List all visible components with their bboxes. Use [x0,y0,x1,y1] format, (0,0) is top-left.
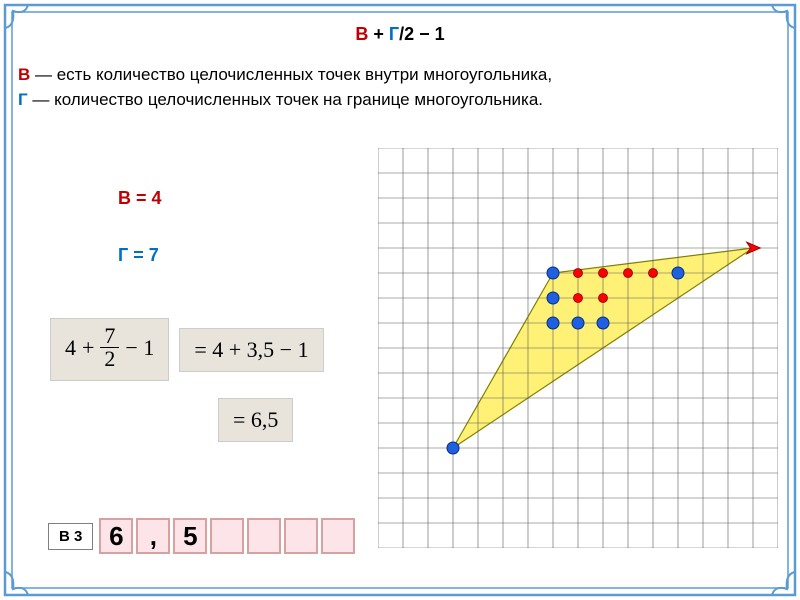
answer-label: В 3 [48,523,93,550]
formula-header: В + Г/2 − 1 [18,24,782,45]
desc-g: Г [18,90,28,109]
calculation-step1: 4 + 7 2 − 1 = 4 + 3,5 − 1 [50,318,324,381]
answer-cell[interactable] [210,518,244,554]
answer-row: В 3 6,5 [48,518,355,554]
answer-cell[interactable]: , [136,518,170,554]
v-value: В = 4 [118,188,162,209]
answer-cell[interactable] [321,518,355,554]
desc-v: В [18,65,30,84]
calculation-step2: = 4 + 3,5 − 1 [179,328,323,372]
value-block: В = 4 Г = 7 [118,188,162,266]
lattice-grid [378,148,778,548]
calculation-result: = 6,5 [218,398,293,442]
answer-cell[interactable] [284,518,318,554]
formula-v: В [355,24,368,44]
answer-cell[interactable]: 6 [99,518,133,554]
answer-cells[interactable]: 6,5 [99,518,355,554]
g-value: Г = 7 [118,245,162,266]
fraction: 7 2 [100,325,119,370]
description: В — есть количество целочисленных точек … [18,63,782,112]
answer-cell[interactable] [247,518,281,554]
answer-cell[interactable]: 5 [173,518,207,554]
formula-g: Г [389,24,399,44]
